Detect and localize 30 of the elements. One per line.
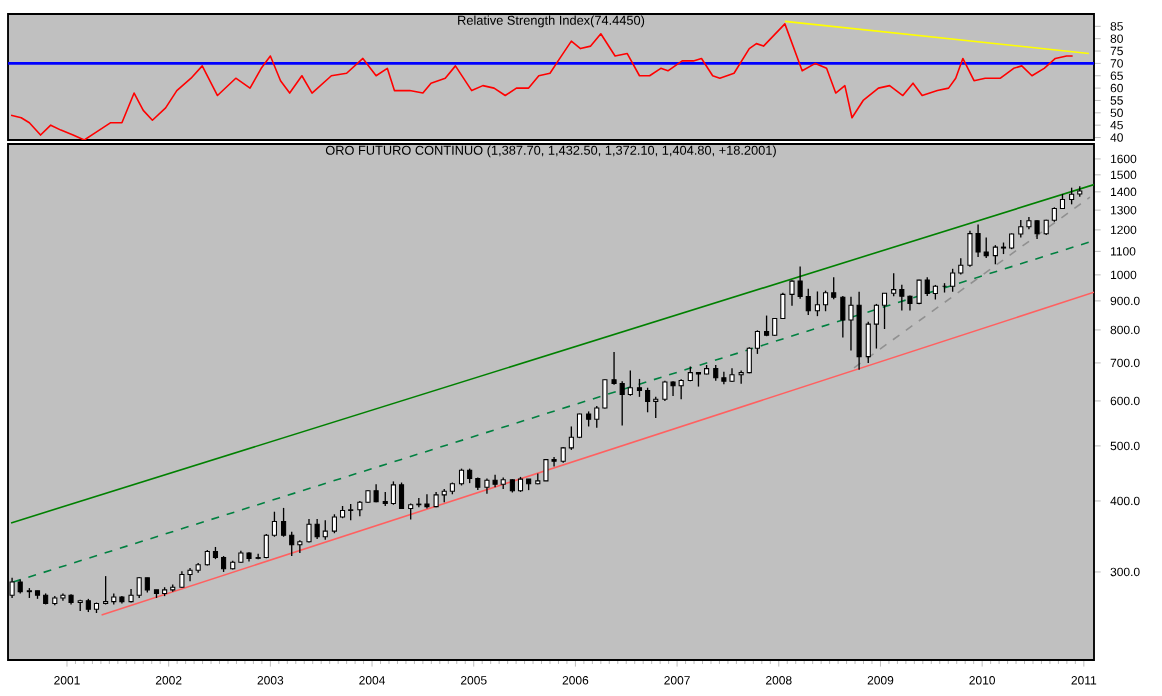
candlestick [543, 459, 549, 482]
candlestick [899, 284, 905, 312]
candlestick [992, 244, 998, 265]
candlestick [398, 481, 405, 510]
candlestick [678, 378, 684, 400]
candlestick [822, 290, 829, 312]
candlestick [831, 276, 837, 300]
candlestick [848, 296, 854, 352]
candlestick [950, 268, 956, 293]
candlestick [1034, 219, 1040, 240]
candlestick [814, 290, 820, 317]
candlestick [653, 396, 659, 419]
candlestick [670, 380, 676, 397]
candlestick [924, 276, 930, 297]
candlestick [390, 480, 396, 506]
candlestick [967, 230, 973, 268]
candlestick [331, 513, 337, 534]
candlestick [281, 507, 287, 538]
candlestick [881, 292, 888, 330]
candlestick [314, 518, 320, 540]
candlestick [805, 288, 811, 316]
candlestick [322, 519, 328, 541]
candlestick [103, 575, 109, 606]
candlestick [627, 369, 633, 397]
candlestick [840, 295, 846, 339]
candlestick [619, 380, 625, 427]
candlestick [645, 387, 651, 413]
candlestick [975, 223, 981, 258]
candlestick [891, 272, 897, 297]
candlestick [983, 236, 989, 259]
